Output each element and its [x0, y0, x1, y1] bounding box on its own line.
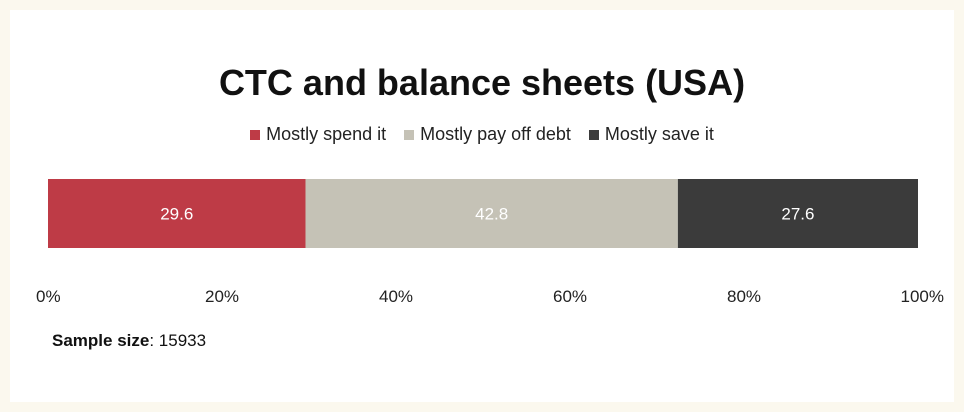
bar-segment-1 [305, 179, 678, 248]
x-tick-label-0: 0% [36, 287, 61, 306]
legend-swatch-save [588, 129, 599, 140]
bar-label-0: 29.6 [160, 205, 193, 224]
legend-swatch-pay-debt [404, 129, 415, 140]
legend-item-save: Mostly save it [588, 124, 714, 145]
chart-legend: Mostly spend it Mostly pay off debt Most… [0, 124, 964, 145]
x-tick-label-1: 20% [205, 287, 239, 306]
bar-segment-2 [677, 179, 918, 248]
chart-title: CTC and balance sheets (USA) [218, 62, 746, 103]
x-tick-label-4: 80% [727, 287, 761, 306]
sample-size-value: 15933 [158, 331, 207, 350]
legend-label-pay-debt: Mostly pay off debt [420, 124, 571, 144]
sample-size-colon: : [149, 331, 159, 350]
sample-size-label: Sample size [52, 331, 150, 350]
sample-size: Sample size: 15933 [52, 331, 206, 351]
x-tick-label-2: 40% [379, 287, 413, 306]
x-tick-label-5: 100% [901, 287, 944, 306]
legend-item-spend: Mostly spend it [250, 124, 386, 145]
legend-label-spend: Mostly spend it [266, 124, 387, 144]
legend-item-pay-debt: Mostly pay off debt [404, 124, 571, 145]
bar-label-2: 27.6 [781, 205, 814, 224]
bar-label-1: 42.8 [475, 205, 508, 224]
legend-label-save: Mostly save it [604, 124, 714, 144]
x-tick-label-3: 60% [553, 287, 587, 306]
legend-swatch-spend [250, 129, 261, 140]
bar-segment-0 [48, 179, 306, 248]
